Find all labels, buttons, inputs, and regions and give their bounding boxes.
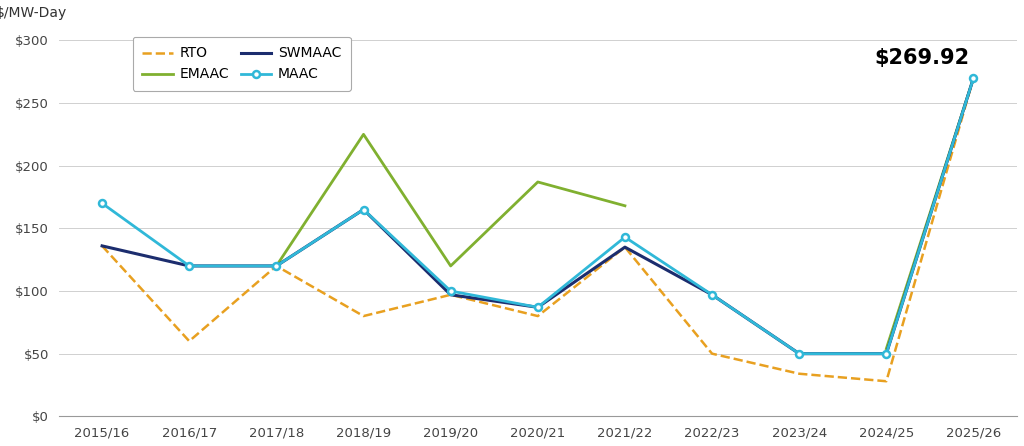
- Text: $/MW-Day: $/MW-Day: [0, 6, 68, 20]
- Text: $269.92: $269.92: [874, 48, 969, 68]
- Legend: RTO, EMAAC, SWMAAC, MAAC: RTO, EMAAC, SWMAAC, MAAC: [132, 37, 351, 91]
